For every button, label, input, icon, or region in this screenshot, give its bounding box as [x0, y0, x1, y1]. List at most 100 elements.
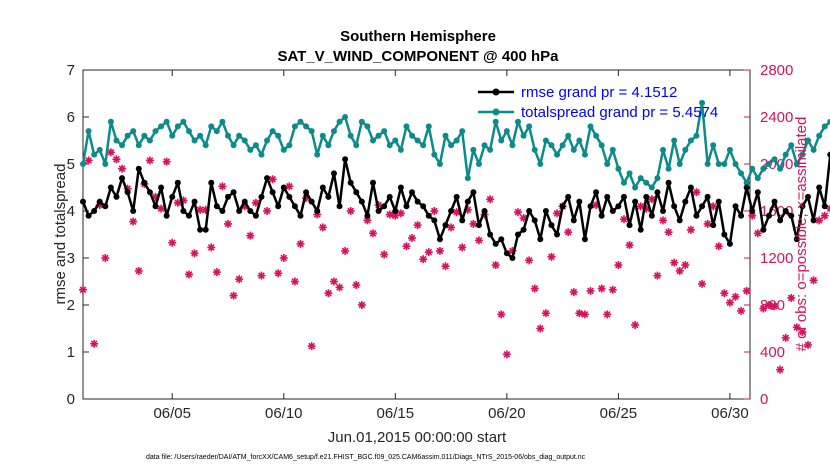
obs-point — [134, 266, 143, 275]
totalspread-point — [492, 118, 499, 125]
obs-point — [369, 229, 377, 238]
totalspread-point — [208, 123, 215, 130]
rmse-point — [241, 198, 248, 205]
totalspread-point — [682, 146, 689, 153]
totalspread-point — [119, 142, 126, 149]
obs-point — [212, 268, 221, 277]
totalspread-point — [665, 165, 672, 172]
obs-point — [346, 207, 355, 215]
obs-point — [112, 155, 121, 164]
rmse-point — [559, 203, 566, 210]
totalspread-point — [565, 132, 572, 139]
rmse-point — [816, 184, 823, 191]
rmse-point — [821, 203, 828, 210]
rmse-point — [581, 236, 588, 243]
rmse-point — [771, 198, 778, 205]
obs-point — [224, 219, 232, 228]
rmse-point — [202, 226, 209, 233]
y-axis-label-left: rmse and totalspread — [52, 164, 69, 305]
rmse-point — [113, 193, 120, 200]
totalspread-point — [464, 175, 471, 182]
rmse-point — [436, 236, 443, 243]
totalspread-point — [459, 128, 466, 135]
totalspread-point — [442, 132, 449, 139]
totalspread-point — [397, 146, 404, 153]
totalspread-point — [475, 161, 482, 167]
legend-spread-marker — [492, 108, 500, 116]
rmse-point — [726, 240, 733, 247]
rmse-point — [286, 193, 293, 200]
rmse-point — [370, 179, 376, 186]
rmse-point — [620, 193, 627, 200]
totalspread-point — [576, 137, 583, 144]
y-right-tick-label: 1200 — [760, 250, 793, 267]
obs-point — [452, 208, 461, 217]
totalspread-point — [409, 132, 416, 139]
totalspread-point — [821, 123, 828, 130]
totalspread-point — [124, 132, 131, 139]
rmse-point — [459, 217, 466, 224]
rmse-point — [358, 198, 365, 205]
rmse-point — [325, 193, 332, 200]
totalspread-point — [425, 123, 432, 130]
obs-point — [257, 271, 266, 280]
rmse-point — [386, 193, 393, 200]
rmse-point — [303, 189, 310, 196]
totalspread-point — [358, 118, 365, 125]
totalspread-point — [219, 118, 226, 125]
rmse-point — [565, 193, 572, 200]
obs-point — [290, 277, 299, 286]
totalspread-point — [654, 175, 661, 182]
totalspread-point — [448, 142, 455, 149]
totalspread-point — [699, 99, 706, 106]
rmse-point — [409, 189, 416, 196]
totalspread-point — [660, 146, 666, 153]
rmse-point — [141, 179, 148, 186]
totalspread-point — [236, 132, 243, 139]
totalspread-point — [676, 161, 683, 167]
rmse-point — [397, 184, 404, 191]
obs-point — [575, 309, 584, 318]
rmse-point — [442, 222, 449, 229]
rmse-point — [185, 212, 192, 219]
totalspread-point — [141, 132, 148, 139]
rmse-point — [425, 212, 432, 219]
obs-point — [698, 279, 707, 288]
rmse-line — [81, 153, 830, 260]
rmse-point — [280, 184, 287, 191]
totalspread-point — [436, 161, 443, 167]
totalspread-point — [197, 132, 204, 139]
obs-point — [246, 231, 255, 240]
rmse-point — [80, 198, 86, 205]
obs-point — [631, 320, 640, 329]
rmse-point — [420, 203, 427, 210]
rmse-point — [158, 184, 165, 191]
totalspread-point — [381, 128, 388, 135]
totalspread-point — [793, 161, 800, 167]
rmse-point — [782, 208, 789, 214]
obs-point — [686, 225, 695, 234]
obs-point — [413, 221, 422, 230]
totalspread-point — [297, 118, 304, 125]
obs-point — [380, 250, 389, 259]
obs-point — [402, 242, 411, 251]
rmse-point — [247, 208, 254, 214]
totalspread-point — [760, 165, 767, 172]
obs-point — [474, 236, 483, 245]
rmse-point — [682, 198, 689, 205]
rmse-point — [593, 189, 600, 196]
y-tick-label: 5 — [67, 156, 75, 173]
totalspread-point — [593, 132, 600, 139]
totalspread-point — [481, 142, 488, 149]
obs-point — [251, 198, 260, 207]
totalspread-point — [375, 132, 382, 139]
obs-point — [469, 219, 478, 228]
rmse-point — [174, 179, 181, 186]
obs-point — [530, 284, 539, 293]
rmse-point — [487, 231, 494, 238]
rmse-point — [275, 203, 282, 210]
totalspread-point — [180, 118, 187, 125]
obs-point — [162, 157, 171, 166]
totalspread-point — [330, 128, 337, 135]
